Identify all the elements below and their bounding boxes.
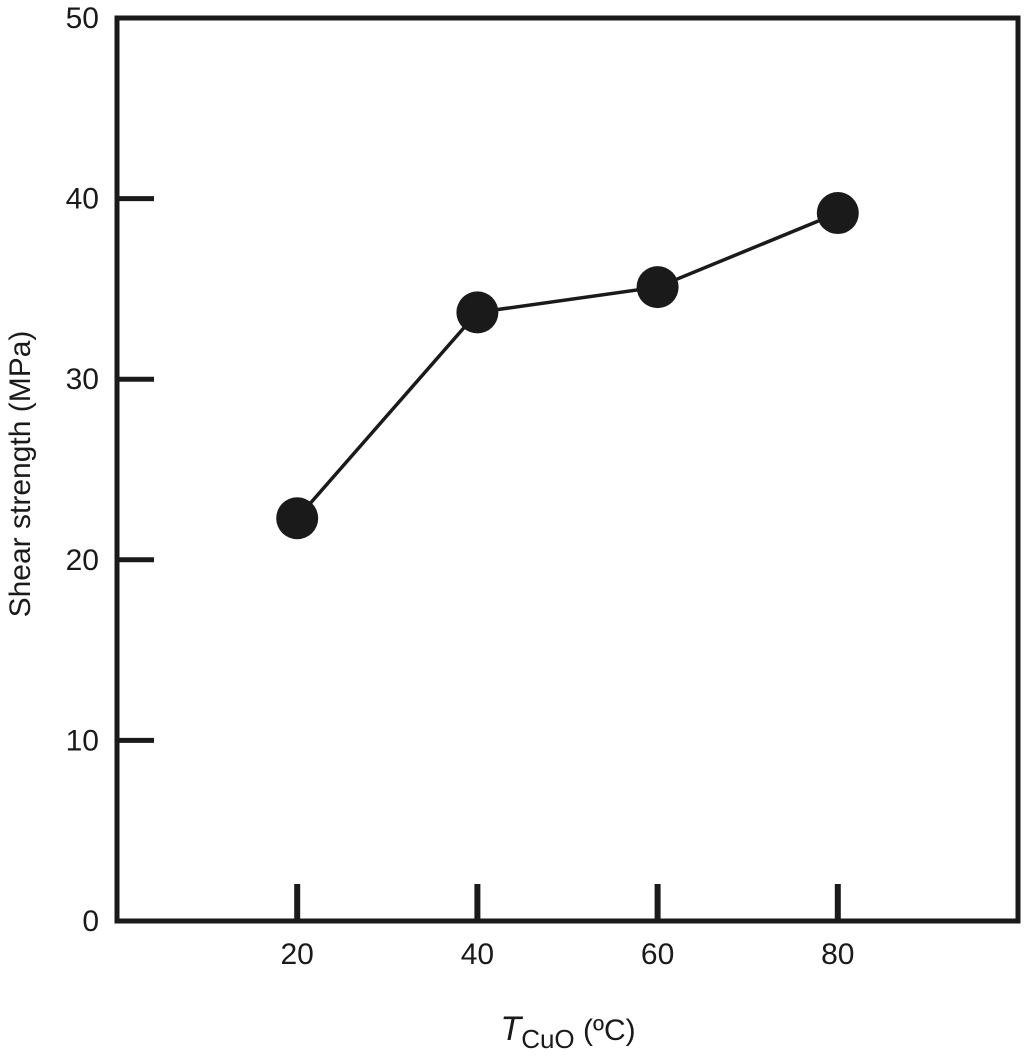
y-tick-label: 10 — [66, 724, 99, 757]
y-axis-title: Shear strength (MPa) — [4, 331, 37, 618]
x-tick-label: 80 — [821, 938, 854, 971]
data-point — [456, 291, 499, 334]
x-tick-label: 60 — [641, 938, 674, 971]
data-point — [276, 497, 319, 540]
y-axis-ticks: 0 10 20 30 40 50 — [66, 2, 154, 938]
y-tick-label: 50 — [66, 2, 99, 35]
data-point — [636, 266, 679, 309]
data-point — [816, 192, 859, 235]
x-axis-title-main: T — [500, 1010, 523, 1048]
y-tick-label: 0 — [82, 905, 99, 938]
x-tick-label: 20 — [281, 938, 314, 971]
y-tick-label: 20 — [66, 544, 99, 577]
series-line — [295, 211, 839, 520]
x-axis-title-subscript: CuO — [521, 1024, 574, 1054]
x-tick-label: 40 — [461, 938, 494, 971]
plot-frame — [114, 15, 1021, 924]
series-group — [276, 192, 859, 540]
y-tick-label: 40 — [66, 183, 99, 216]
x-axis-ticks: 20 40 60 80 — [281, 884, 854, 971]
x-axis-title-unit: (ºC) — [575, 1014, 636, 1047]
x-axis-title: TCuO (ºC) — [500, 1010, 635, 1054]
y-tick-label: 30 — [66, 363, 99, 396]
